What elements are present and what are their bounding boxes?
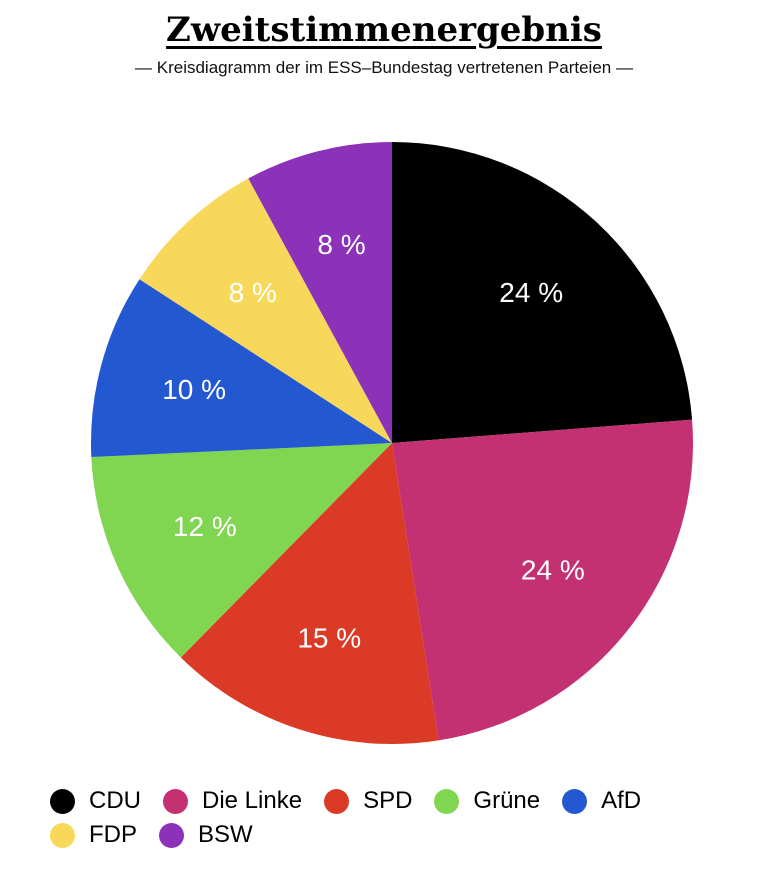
slice-label-afd: 10 %	[162, 374, 226, 405]
legend-swatch-icon	[434, 788, 460, 814]
slice-label-fdp: 8 %	[229, 277, 277, 308]
pie-slice-bsw	[248, 142, 392, 443]
chart-legend: CDU Die Linke SPD Grüne AfD FDP BSW	[50, 784, 750, 852]
pie-slice-fdp	[139, 178, 392, 443]
slice-label-cdu: 24 %	[499, 277, 563, 308]
chart-subtitle: — Kreisdiagramm der im ESS–Bundestag ver…	[135, 58, 633, 77]
legend-item-fdp: FDP	[50, 821, 137, 849]
legend-label: Die Linke	[202, 787, 303, 814]
pie-slice-grüne	[91, 443, 392, 658]
legend-label: SPD	[363, 787, 413, 814]
slice-label-bsw: 8 %	[317, 229, 365, 260]
legend-label: Grüne	[473, 787, 541, 814]
legend-label: CDU	[89, 787, 141, 814]
slice-label-die-linke: 24 %	[521, 555, 585, 586]
legend-swatch-icon	[163, 788, 188, 814]
legend-item-grüne: Grüne	[434, 787, 540, 815]
legend-swatch-icon	[50, 822, 75, 848]
legend-item-die-linke: Die Linke	[163, 787, 302, 815]
legend-item-bsw: BSW	[159, 821, 253, 849]
legend-swatch-icon	[159, 822, 184, 848]
pie-slice-cdu	[392, 142, 693, 443]
chart-title: Zweitstimmenergebnis	[166, 10, 602, 50]
legend-swatch-icon	[324, 788, 350, 814]
legend-row: FDP BSW	[50, 818, 750, 852]
legend-label: BSW	[198, 821, 253, 848]
pie-slice-afd	[91, 279, 393, 458]
legend-swatch-icon	[562, 788, 588, 814]
slice-label-spd: 15 %	[297, 623, 361, 654]
legend-label: AfD	[601, 787, 642, 814]
pie-slice-spd	[180, 443, 439, 744]
legend-row: CDU Die Linke SPD Grüne AfD	[50, 784, 750, 818]
legend-swatch-icon	[50, 788, 75, 814]
legend-item-cdu: CDU	[50, 787, 141, 815]
pie-slice-die-linke	[392, 419, 693, 741]
pie-chart: 24 % 24 % 15 % 12 % 10 % 8 % 8 %	[91, 142, 693, 744]
slice-label-grüne: 12 %	[173, 511, 237, 542]
legend-label: FDP	[89, 821, 137, 848]
legend-item-spd: SPD	[324, 787, 412, 815]
legend-item-afd: AfD	[562, 787, 641, 815]
